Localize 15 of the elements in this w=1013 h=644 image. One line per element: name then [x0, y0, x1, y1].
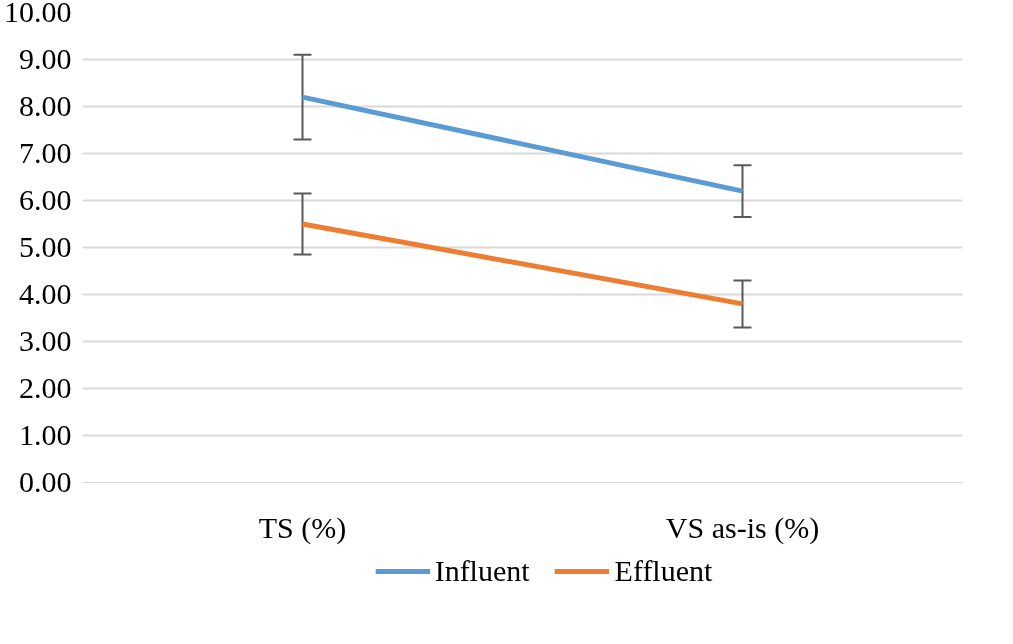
x-tick-label: TS (%): [258, 510, 347, 545]
x-tick-label: VS as-is (%): [665, 510, 820, 545]
y-tick-label: 5.00: [19, 230, 72, 263]
y-tick-label: 10.00: [4, 0, 72, 28]
y-tick-label: 4.00: [19, 277, 72, 310]
y-tick-label: 0.00: [19, 465, 72, 498]
y-tick-label: 6.00: [19, 183, 72, 216]
y-tick-label: 7.00: [19, 136, 72, 169]
y-tick-label: 9.00: [19, 42, 72, 75]
y-tick-label: 2.00: [19, 371, 72, 404]
y-tick-label: 8.00: [19, 89, 72, 122]
legend-label: Effluent: [614, 554, 713, 588]
y-tick-label: 3.00: [19, 324, 72, 357]
legend-label: Influent: [434, 554, 530, 588]
y-tick-label: 1.00: [19, 418, 72, 451]
